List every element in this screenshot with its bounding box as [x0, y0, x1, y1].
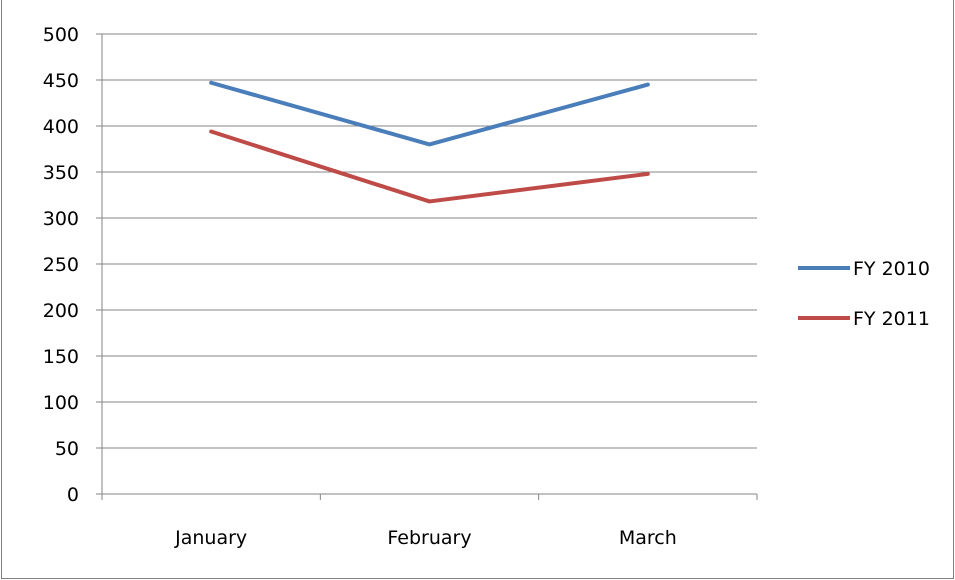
y-axis-tick-label: 350: [43, 162, 79, 184]
x-axis-tick-label: February: [387, 527, 471, 549]
y-axis-tick-label: 300: [43, 208, 79, 230]
y-axis-tick-label: 100: [43, 392, 79, 414]
y-axis-tick-label: 400: [43, 116, 79, 138]
legend-label: FY 2011: [853, 308, 930, 330]
series-line-fy-2011: [209, 129, 650, 204]
y-axis-tick-label: 450: [43, 70, 79, 92]
series-lines: [209, 80, 650, 204]
legend: FY 2010 FY 2011: [798, 258, 930, 330]
x-axis-tick-label: January: [174, 527, 247, 549]
legend-label: FY 2010: [853, 258, 930, 280]
y-axis-tick-label: 200: [43, 300, 79, 322]
axes: [96, 33, 758, 500]
y-axis-tick-labels: 0 50 100 150 200 250 300 350 400 450 500: [43, 24, 79, 506]
x-axis-tick-labels: January February March: [174, 527, 677, 549]
x-axis-tick-label: March: [619, 527, 677, 549]
y-axis-tick-label: 250: [43, 254, 79, 276]
series-line-fy-2010: [209, 80, 650, 147]
y-axis-tick-label: 500: [43, 24, 79, 46]
y-axis-tick-label: 150: [43, 346, 79, 368]
y-axis-tick-label: 0: [67, 484, 79, 506]
gridlines: [102, 33, 757, 449]
y-axis-tick-label: 50: [55, 438, 79, 460]
